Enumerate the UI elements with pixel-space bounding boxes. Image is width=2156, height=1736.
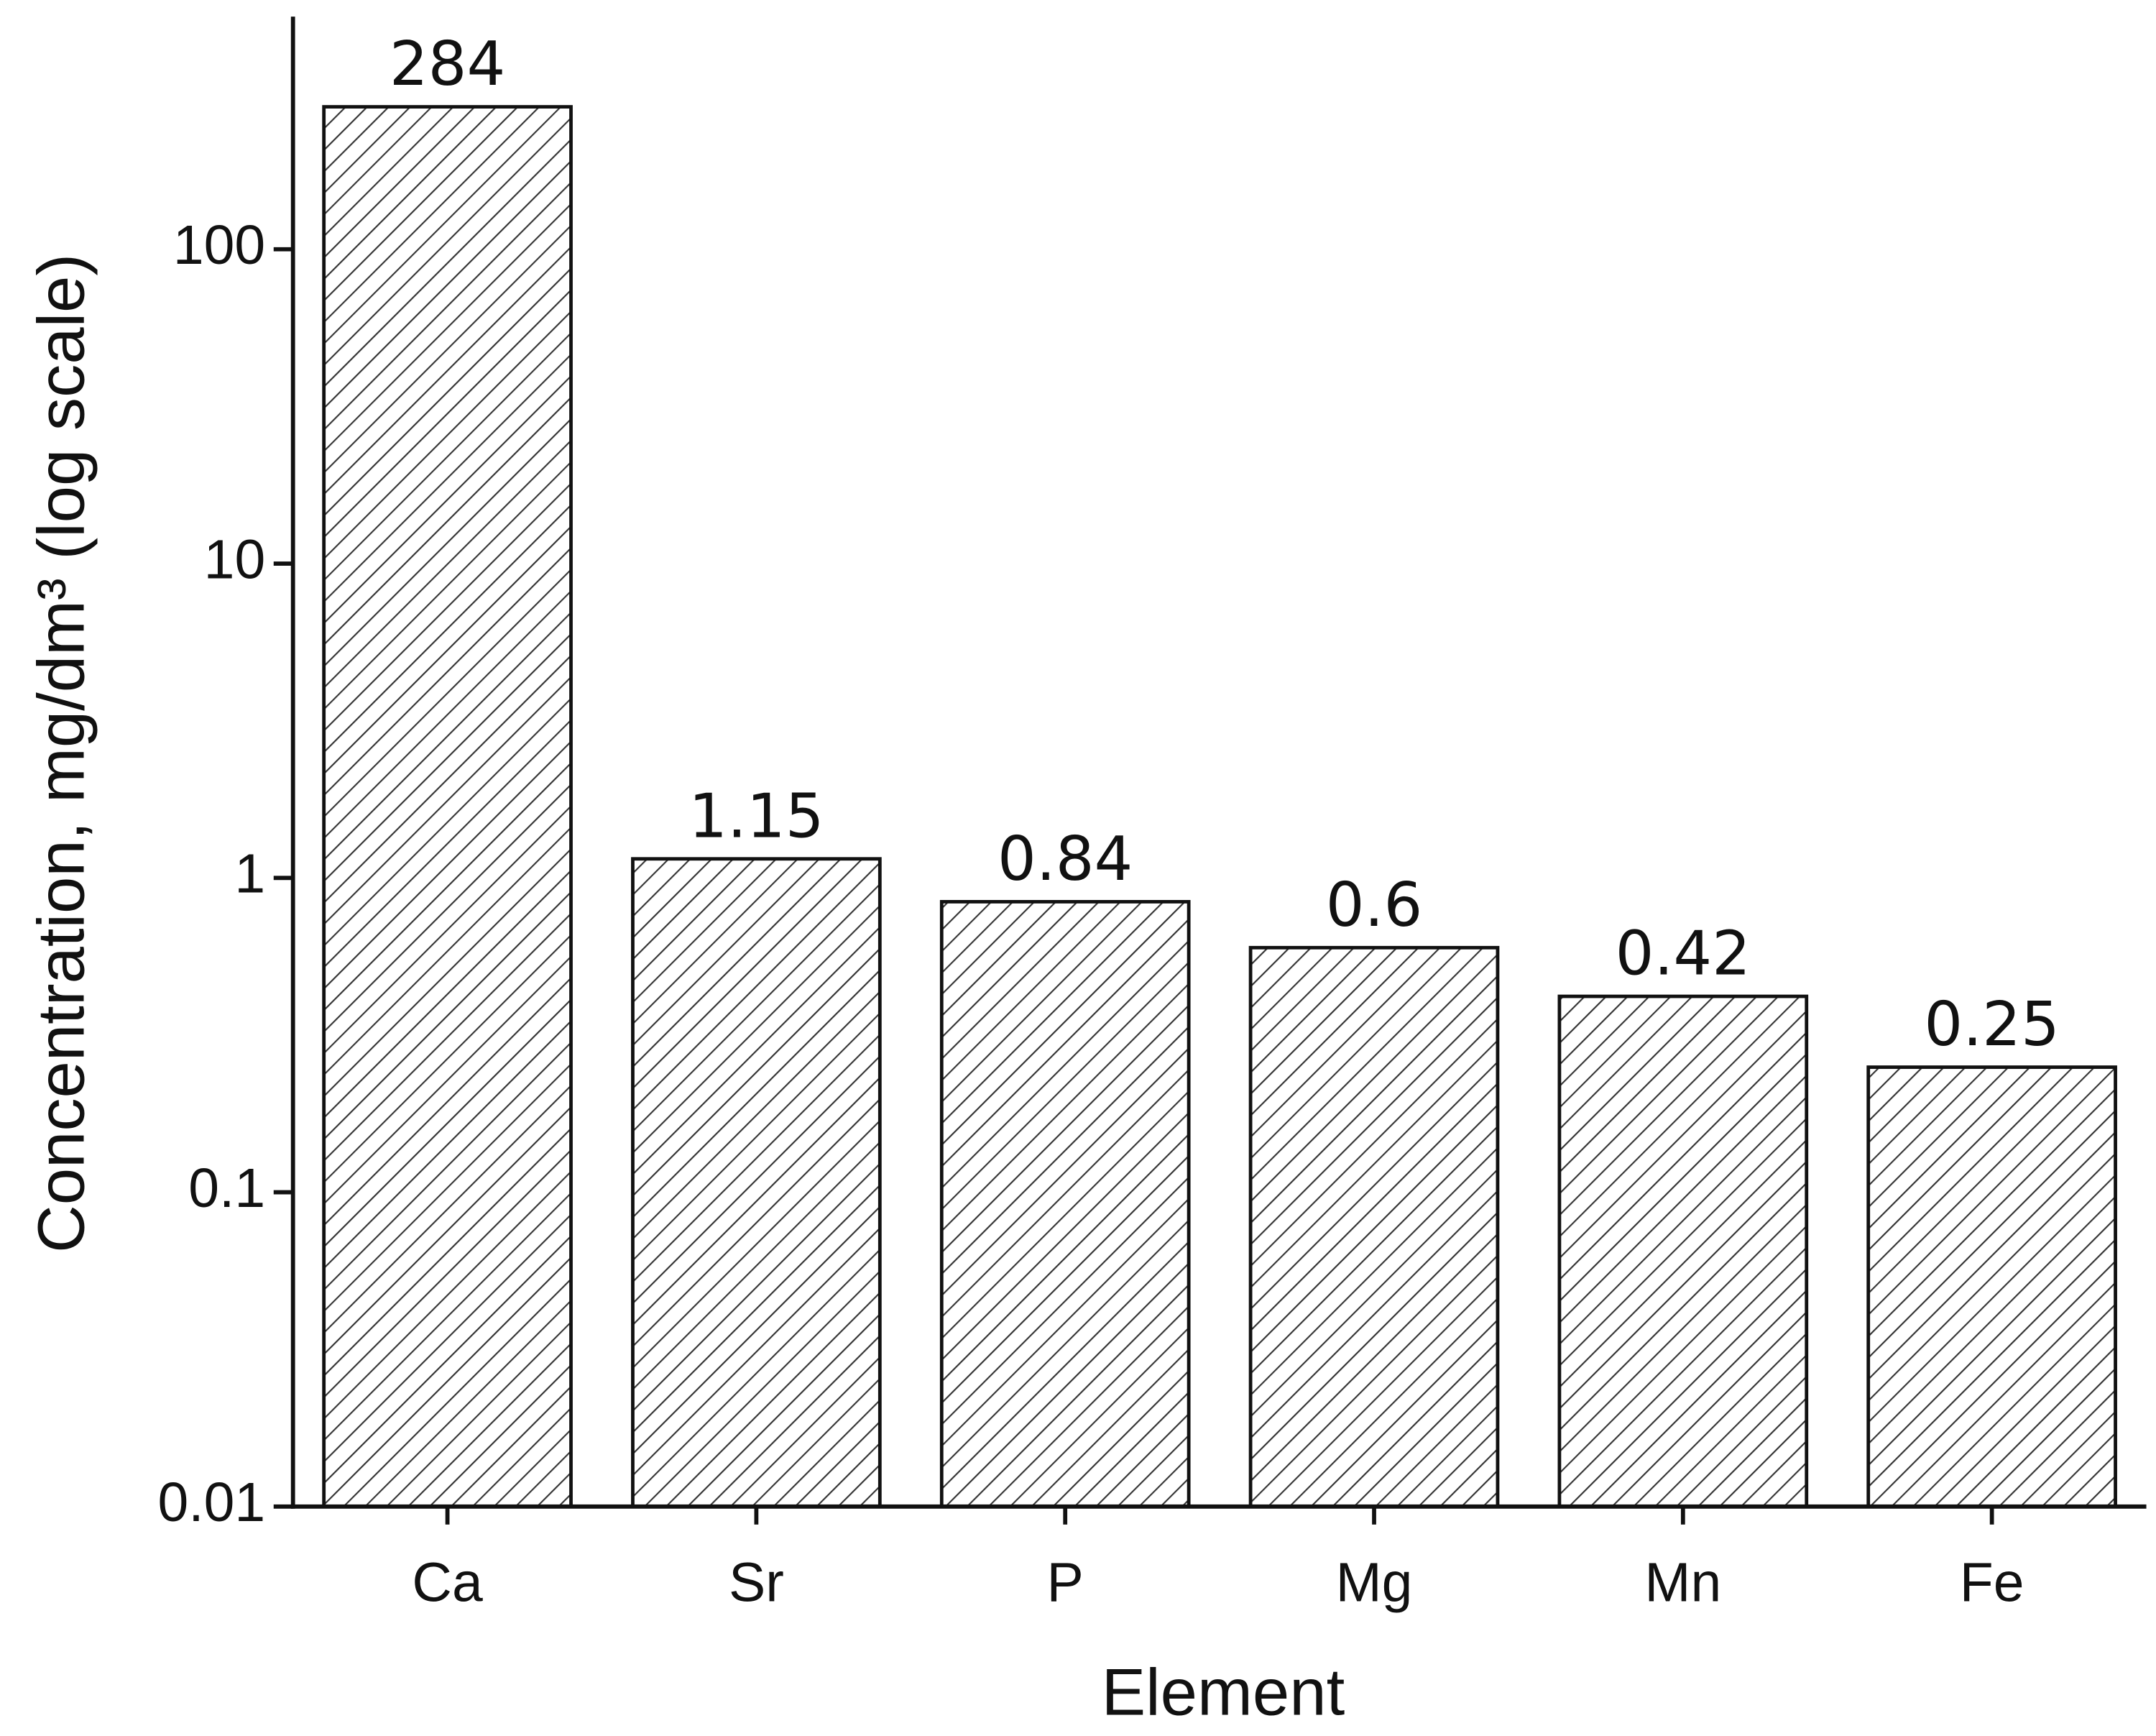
bar bbox=[1248, 945, 1500, 1509]
bar bbox=[1557, 994, 1809, 1509]
x-axis-title: Element bbox=[1102, 1655, 1345, 1730]
x-tick-label: Fe bbox=[1960, 1552, 2024, 1614]
x-tick-label: Mg bbox=[1336, 1552, 1413, 1614]
bar bbox=[322, 105, 573, 1509]
y-tick-label: 0.1 bbox=[188, 1157, 265, 1219]
value-label: 0.25 bbox=[1924, 988, 2059, 1060]
x-tick-label: P bbox=[1047, 1552, 1084, 1614]
value-label: 0.42 bbox=[1616, 918, 1751, 989]
y-tick-label: 1 bbox=[234, 843, 265, 905]
bar bbox=[631, 857, 882, 1509]
x-tick-label: Sr bbox=[729, 1552, 784, 1614]
value-label: 1.15 bbox=[688, 780, 824, 851]
y-tick-label: 10 bbox=[204, 528, 266, 590]
x-tick-label: Mn bbox=[1644, 1552, 1721, 1614]
bar bbox=[1866, 1065, 2117, 1509]
value-label: 0.84 bbox=[998, 823, 1133, 894]
value-label: 284 bbox=[390, 28, 505, 99]
y-tick-label: 0.01 bbox=[158, 1471, 266, 1533]
x-tick-label: Ca bbox=[412, 1552, 483, 1614]
y-tick-label: 100 bbox=[173, 214, 265, 276]
y-axis-title: Concentration, mg/dm³ (log scale) bbox=[24, 254, 98, 1253]
bar bbox=[939, 900, 1191, 1509]
value-label: 0.6 bbox=[1326, 869, 1423, 940]
